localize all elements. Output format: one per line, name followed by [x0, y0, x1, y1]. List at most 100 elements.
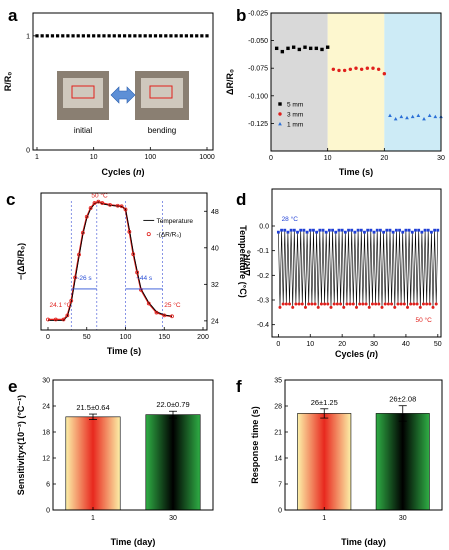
data-point: [416, 113, 421, 118]
data-point: [382, 230, 386, 234]
value-label: 21.5±0.64: [76, 403, 109, 412]
data-point: [61, 34, 65, 38]
data-point: [123, 207, 128, 212]
data-point: [331, 228, 334, 232]
data-point: [326, 302, 330, 306]
x-tick-label: 10: [90, 154, 98, 161]
data-point: [331, 67, 336, 72]
x-axis-label-end: ): [375, 349, 378, 359]
inset-label-bending: bending: [148, 126, 176, 135]
data-point: [40, 34, 44, 38]
axes-frame: [284, 379, 443, 511]
data-point: [340, 228, 344, 232]
y-tick-label: 48: [211, 209, 219, 216]
data-point: [351, 302, 355, 306]
data-point: [45, 34, 49, 38]
data-point: [294, 302, 298, 306]
data-point: [313, 302, 317, 306]
x-tick-label: 1000: [199, 154, 215, 161]
x-tick-label: 0: [269, 155, 273, 162]
data-point: [169, 34, 173, 38]
data-point: [388, 228, 392, 232]
data-point: [189, 34, 194, 38]
data-point: [404, 228, 408, 232]
legend-label: -(ΔR/R₀): [157, 232, 182, 239]
data-point: [300, 302, 304, 306]
axes-frame: [32, 12, 214, 151]
panel-label: d: [236, 190, 246, 209]
data-point: [112, 34, 116, 38]
y-tick-label: 0: [26, 148, 30, 155]
inset-photo-bending-detail: [141, 78, 183, 108]
y-tick-label: 40: [211, 245, 219, 252]
data-point: [410, 114, 415, 119]
y-tick-label: 0: [46, 508, 50, 515]
data-point: [280, 49, 285, 54]
data-point: [308, 228, 312, 232]
data-point: [418, 305, 422, 309]
data-point: [428, 302, 432, 306]
axes-frame: [271, 188, 442, 338]
panel-b: 5 mm 3 mm 1 mm 0 10 20 30 -0.025 -0.050 -0.075 -0.…: [225, 11, 445, 178]
data-point: [320, 47, 324, 52]
x-tick-label: 20: [380, 155, 388, 162]
data-point: [361, 302, 365, 306]
value-label: 26±2.08: [389, 395, 416, 404]
legend-marker: [278, 112, 282, 116]
annotation-high-temp: 50 °C: [415, 316, 432, 324]
data-point: [107, 34, 111, 38]
bar: [297, 413, 352, 511]
x-tick-label: 50: [434, 341, 442, 348]
y-axis-label: Response time (s): [250, 406, 260, 484]
data-point: [174, 34, 178, 38]
data-point: [170, 314, 174, 319]
legend: 5 mm 3 mm 1 mm: [278, 102, 303, 129]
data-point: [318, 228, 322, 232]
data-point: [319, 302, 323, 306]
panel-label: e: [8, 377, 17, 396]
panel-label: b: [236, 6, 246, 25]
y-tick-label: 24: [211, 318, 219, 325]
data-point: [407, 228, 411, 232]
data-point: [159, 34, 163, 38]
data-point: [119, 204, 124, 209]
y-tick-label: 32: [211, 282, 219, 289]
data-point: [314, 46, 319, 51]
double-arrow-icon: [110, 86, 136, 104]
data-point: [327, 228, 331, 232]
data-point: [342, 68, 347, 73]
data-point: [396, 302, 400, 306]
data-point: [280, 228, 283, 232]
y-axis-label: R/R₀: [3, 72, 13, 92]
data-point: [385, 228, 389, 232]
data-point: [398, 228, 401, 232]
data-point: [154, 310, 159, 315]
data-point: [297, 47, 302, 52]
data-point: [388, 113, 392, 118]
x-tick-label: 30: [399, 515, 407, 522]
data-point: [342, 305, 346, 309]
series-low: [278, 302, 438, 309]
annotation-start-temp: 24.1 °C: [50, 301, 72, 309]
data-point: [308, 46, 313, 51]
data-point: [359, 228, 363, 232]
x-tick-label: 0: [276, 341, 280, 348]
data-point: [343, 230, 347, 234]
data-point: [324, 230, 328, 234]
legend-marker: [278, 102, 282, 106]
data-point: [354, 66, 358, 70]
y-tick-label: -0.025: [248, 11, 268, 18]
data-point: [312, 228, 315, 232]
panel-f: 26±1.25 1 26±2.08 30 0 7 14 21 28 35 Response time…: [250, 378, 443, 547]
data-point: [391, 230, 395, 234]
data-point: [434, 302, 438, 306]
data-point: [325, 45, 330, 49]
data-point: [146, 301, 151, 306]
y-axis-label: −(ΔR/R₀): [16, 243, 26, 280]
data-point: [399, 114, 404, 119]
panel-d: 28 °C 50 °C 0 10 20 30 40 50 0.0 -0.1 -0.2 -0.3 -0.4…: [242, 188, 442, 359]
y-tick-label: -0.1: [257, 248, 269, 255]
x-tick-label: 10: [324, 155, 332, 162]
data-point: [65, 313, 70, 318]
